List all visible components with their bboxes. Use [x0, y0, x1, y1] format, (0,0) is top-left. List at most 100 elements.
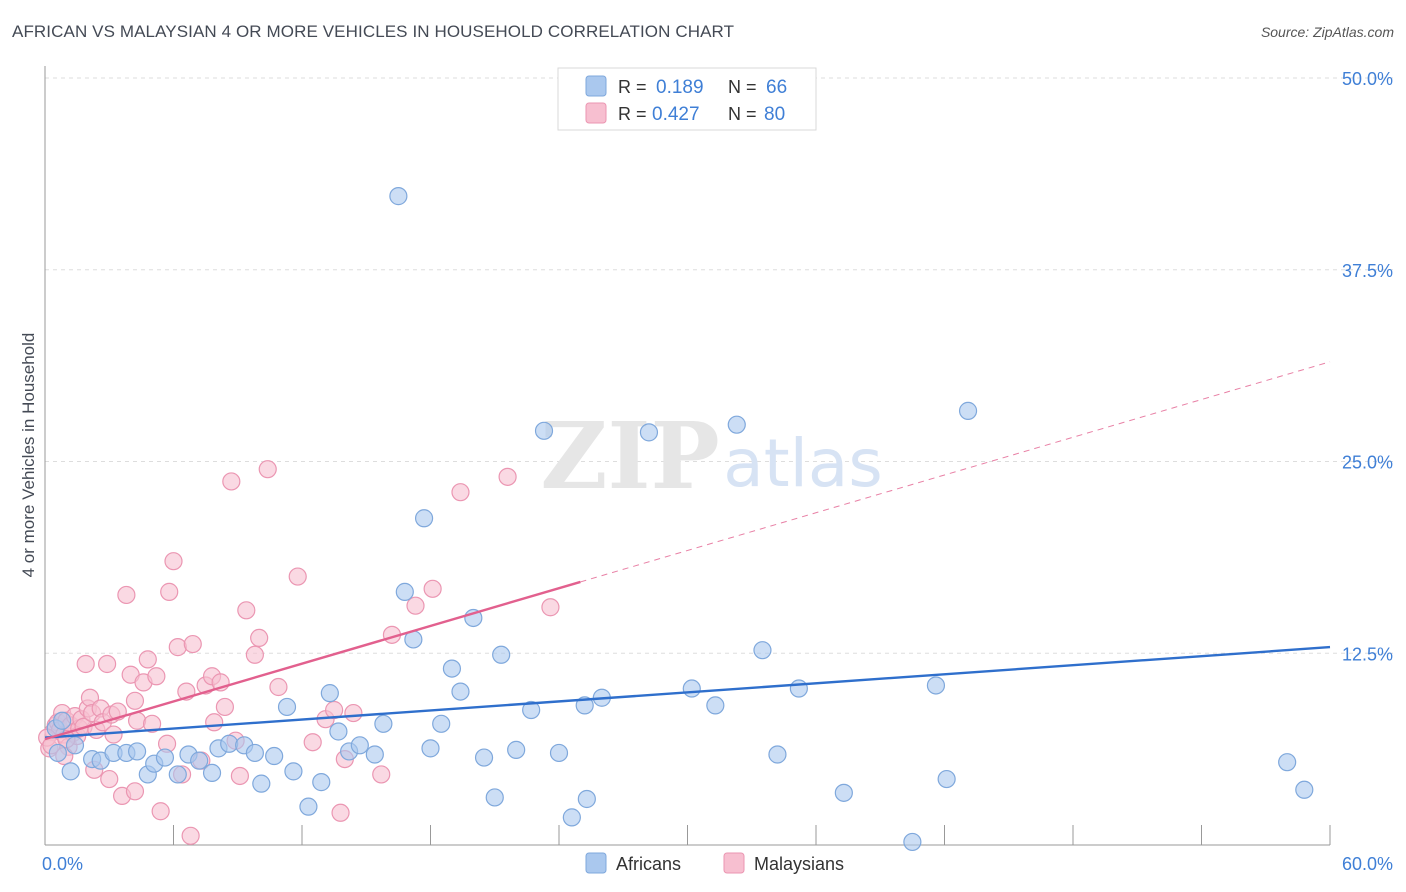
africans-r-value: 0.189 — [656, 77, 704, 98]
malaysians-point-38 — [151, 802, 170, 821]
africans-point-49 — [562, 808, 581, 827]
watermark: ZIP atlas — [540, 402, 882, 510]
africans-point-28 — [329, 722, 348, 741]
africans-point-64 — [958, 401, 978, 420]
malaysians-point-74 — [125, 782, 145, 801]
series-malaysians — [38, 460, 560, 845]
malaysians-point-61 — [331, 803, 350, 822]
malaysians-point-54 — [245, 645, 264, 664]
malaysians-point-30 — [117, 585, 136, 605]
malaysians-swatch — [585, 102, 607, 124]
africans-point-21 — [252, 774, 271, 793]
malaysians-point-60 — [325, 700, 344, 720]
africans-point-26 — [312, 773, 331, 792]
malaysians-point-56 — [258, 460, 277, 479]
malaysians-point-77 — [288, 567, 307, 586]
malaysians-n-value: 80 — [764, 104, 785, 125]
malaysians-point-35 — [138, 650, 157, 669]
africans-point-65 — [1278, 753, 1297, 772]
malaysians-n-label: N = — [728, 104, 757, 124]
malaysians-point-55 — [250, 628, 269, 648]
africans-point-38 — [432, 714, 451, 733]
malaysians-point-41 — [164, 552, 183, 571]
africans-r-label: R = — [618, 77, 647, 97]
africans-point-18 — [220, 734, 239, 753]
africans-swatch — [585, 75, 607, 97]
africans-point-33 — [389, 187, 408, 206]
africans-point-59 — [789, 679, 808, 698]
africans-point-53 — [639, 423, 659, 442]
malaysians-point-49 — [205, 713, 224, 732]
malaysians-point-76 — [230, 766, 249, 786]
africans-point-25 — [299, 797, 318, 816]
africans-point-1 — [48, 743, 67, 763]
malaysians-point-42 — [168, 638, 187, 657]
y-tick-label-2: 37.5% — [1342, 261, 1393, 281]
legend-malaysians-swatch — [723, 852, 745, 874]
malaysians-point-51 — [215, 697, 234, 717]
malaysians-trendline-extension — [580, 361, 1331, 583]
malaysians-point-69 — [541, 598, 560, 617]
africans-point-42 — [474, 748, 494, 767]
africans-point-48 — [549, 743, 569, 763]
africans-point-62 — [926, 676, 946, 695]
malaysians-point-24 — [98, 654, 117, 674]
malaysians-point-25 — [100, 769, 119, 789]
africans-point-63 — [937, 769, 956, 789]
africans-point-60 — [834, 783, 853, 802]
stats-legend: R = 0.189 N = 66 R = 0.427 N = 80 — [557, 67, 817, 131]
tick-labels: 12.5% 25.0% 37.5% 50.0% 0.0% 60.0% — [42, 69, 1393, 874]
y-axis-label: 4 or more Vehicles in Household — [19, 333, 38, 578]
malaysians-point-58 — [303, 733, 322, 752]
africans-point-43 — [485, 788, 504, 807]
africans-point-51 — [577, 789, 596, 809]
malaysians-trendline — [44, 580, 581, 741]
africans-point-13 — [168, 765, 187, 784]
africans-point-46 — [522, 700, 541, 720]
africans-point-15 — [190, 751, 209, 770]
y-tick-label-1: 25.0% — [1342, 453, 1393, 473]
africans-point-56 — [727, 415, 746, 434]
africans-point-36 — [414, 509, 434, 528]
africans-point-34 — [395, 582, 414, 601]
malaysians-point-45 — [183, 634, 202, 654]
chart-source: Source: ZipAtlas.com — [1260, 24, 1394, 40]
africans-point-37 — [421, 739, 440, 758]
africans-point-24 — [284, 762, 303, 781]
malaysians-point-27 — [104, 725, 123, 744]
africans-point-39 — [442, 659, 462, 678]
malaysians-point-32 — [125, 691, 145, 710]
watermark-zip: ZIP — [540, 402, 719, 510]
malaysians-point-40 — [160, 582, 179, 601]
africans-point-16 — [202, 763, 222, 783]
africans-n-value: 66 — [766, 77, 787, 98]
africans-point-30 — [350, 736, 369, 755]
malaysians-point-62 — [344, 703, 363, 723]
malaysians-point-66 — [423, 579, 442, 598]
africans-point-4 — [65, 736, 85, 755]
malaysians-r-label: R = — [618, 104, 647, 124]
africans-point-9 — [127, 742, 147, 761]
malaysians-point-37 — [147, 667, 166, 686]
grid — [45, 77, 1395, 654]
malaysians-point-53 — [237, 601, 256, 620]
africans-point-32 — [374, 714, 393, 733]
africans-point-20 — [245, 743, 264, 763]
africans-point-47 — [534, 421, 554, 440]
trendlines — [44, 361, 1331, 741]
africans-point-31 — [365, 745, 384, 764]
africans-trendline — [44, 645, 1331, 739]
x-tick-label-1: 60.0% — [1342, 854, 1393, 874]
series-legend: Africans Malaysians — [585, 852, 844, 874]
series-africans — [46, 187, 1314, 852]
malaysians-point-57 — [269, 677, 288, 697]
africans-point-58 — [768, 745, 787, 764]
malaysians-point-65 — [406, 596, 425, 615]
malaysians-point-36 — [142, 714, 162, 733]
africans-point-55 — [706, 696, 725, 715]
watermark-atlas: atlas — [723, 425, 883, 502]
africans-point-2 — [53, 711, 72, 730]
axes — [44, 66, 1331, 846]
y-tick-label-0: 12.5% — [1342, 644, 1393, 664]
legend-africans-swatch — [585, 852, 607, 874]
